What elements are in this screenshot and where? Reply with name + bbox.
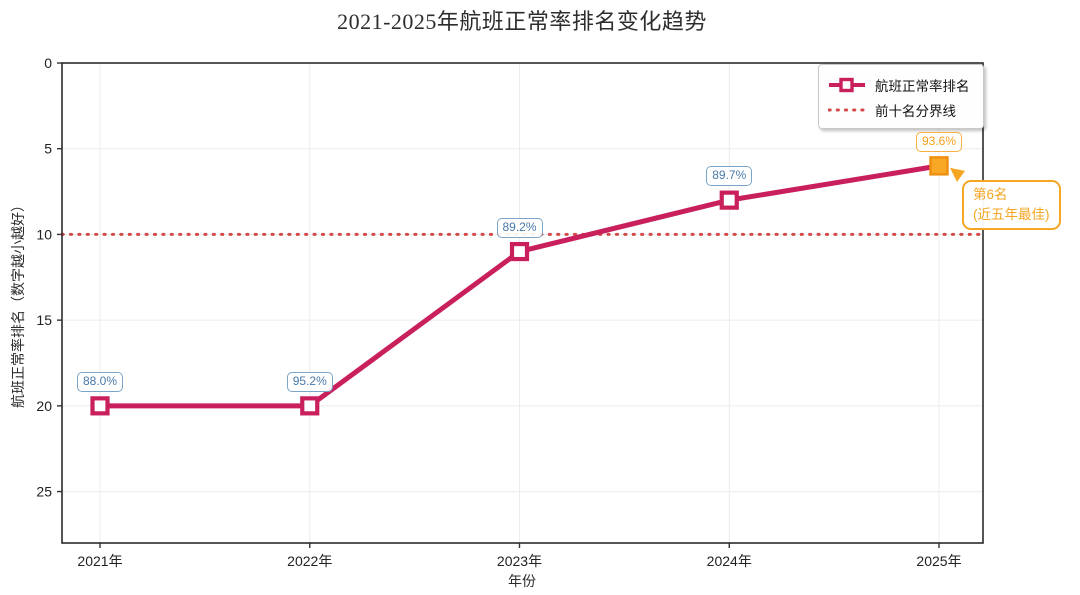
x-tick-label: 2025年 [916, 553, 961, 569]
data-point-marker [90, 396, 110, 416]
legend-label-threshold: 前十名分界线 [875, 103, 956, 119]
data-point-label: 89.7% [706, 166, 753, 187]
dotted-line-icon [828, 108, 866, 111]
annotation-arrow-icon [950, 167, 965, 182]
data-point-marker [509, 241, 530, 262]
chart-title: 2021-2025年航班正常率排名变化趋势 [337, 9, 707, 34]
x-axis-title: 年份 [508, 573, 536, 589]
x-tick-label: 2021年 [77, 553, 122, 569]
y-axis-title: 航班正常率排名（数字越小越好） [10, 198, 26, 408]
annotation-line1: 第6名 [973, 187, 1008, 202]
data-point-label: 88.0% [76, 371, 124, 392]
plot-border [61, 62, 984, 544]
data-point-marker-best [929, 156, 949, 176]
data-point-label: 95.2% [286, 371, 333, 392]
x-tick-label: 2024年 [707, 553, 752, 569]
data-point-marker [719, 190, 739, 210]
data-point-label-best: 93.6% [915, 131, 963, 152]
legend: 航班正常率排名 前十名分界线 [818, 64, 984, 129]
y-tick-label: 0 [44, 55, 52, 71]
data-point-marker [300, 396, 320, 416]
y-tick-label: 20 [36, 398, 52, 414]
legend-item-threshold: 前十名分界线 [828, 97, 973, 122]
x-tick-label: 2022年 [287, 553, 332, 569]
x-tick-label: 2023年 [497, 553, 542, 569]
y-tick-label: 5 [44, 141, 52, 157]
y-tick-label: 10 [36, 226, 52, 242]
annotation-line2: (近五年最佳) [973, 206, 1050, 222]
y-tick-label: 25 [36, 484, 52, 500]
data-point-label: 89.2% [496, 217, 543, 238]
best-rank-annotation: 第6名 (近五年最佳) [962, 180, 1061, 231]
legend-label-series: 航班正常率排名 [875, 78, 970, 94]
series-line-icon [829, 77, 865, 92]
legend-item-series: 航班正常率排名 [828, 72, 973, 97]
y-tick-label: 15 [36, 312, 52, 328]
